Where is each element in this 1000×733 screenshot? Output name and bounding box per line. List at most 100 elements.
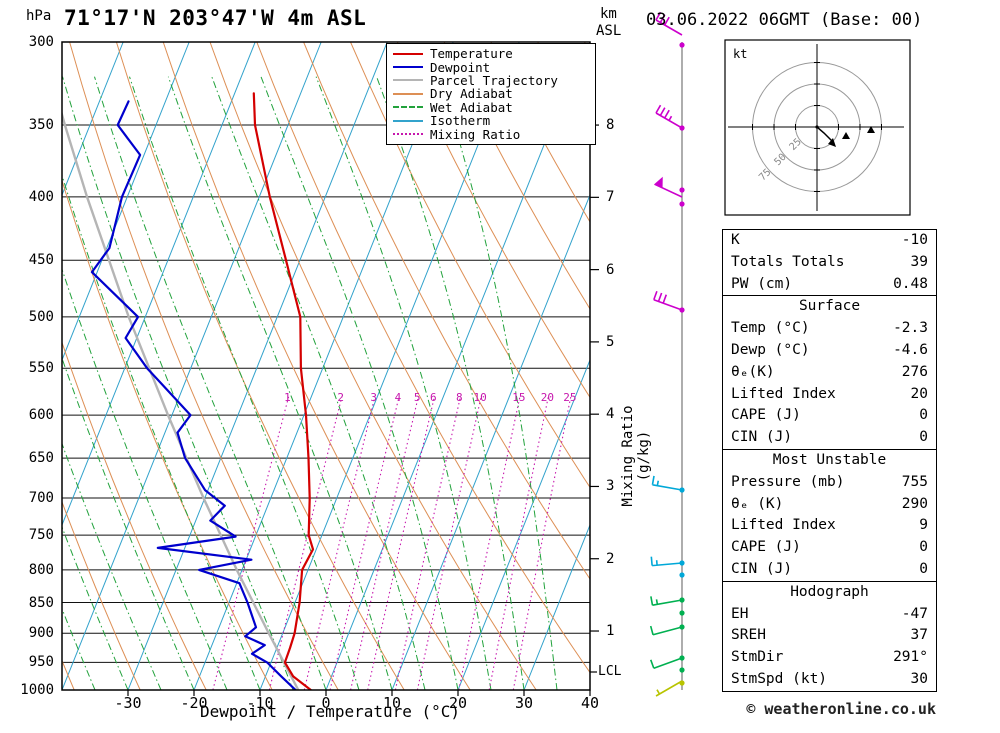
table-row: CIN (J) 0 (723, 559, 936, 581)
temp-tick-label: 20 (448, 694, 468, 712)
wind-barb (650, 556, 683, 567)
mixing-ratio-tick-label: 4 (395, 391, 402, 404)
table-row-label: CAPE (J) (731, 407, 801, 424)
sounding-curves (62, 92, 315, 690)
table-row-value: -10 (901, 232, 928, 248)
level-dot (679, 42, 685, 48)
legend-item-label: Parcel Trajectory (430, 72, 558, 88)
table-row: Temp (°C) -2.3 (723, 318, 936, 340)
table-row: Lifted Index 9 (723, 515, 936, 537)
temp-tick-label: 30 (514, 694, 534, 712)
temperature-curve (252, 92, 315, 690)
table-row-value: 9 (919, 517, 928, 534)
table-row-label: θₑ(K) (731, 363, 775, 380)
table-row-label: θₑ (K) (731, 495, 784, 512)
mixing-ratio-axis-title: Mixing Ratio (g/kg) (620, 405, 652, 507)
page-title: 71°17'N 203°47'W 4m ASL (64, 6, 367, 30)
pressure-tick-label: 500 (28, 308, 54, 325)
table-section-title: Most Unstable (772, 451, 887, 468)
table-row-value: -2.3 (893, 320, 928, 337)
legend-item-label: Temperature (430, 46, 513, 62)
temperature-axis-title: Dewpoint / Temperature (°C) (199, 702, 461, 721)
level-dot (679, 201, 685, 207)
km-tick-label: 3 (606, 478, 615, 495)
temp-tick-label: -30 (114, 694, 142, 712)
legend-item-label: Mixing Ratio (430, 126, 521, 142)
pressure-tick-label: 850 (28, 594, 54, 611)
table-row-value: 30 (910, 670, 928, 687)
wind-barb (649, 625, 683, 636)
pressure-tick-label: 750 (28, 527, 54, 544)
km-tick-label: 2 (606, 550, 615, 567)
km-tick-label: 5 (606, 333, 615, 350)
legend-item-dewpoint: Dewpoint (393, 60, 595, 75)
lcl-label: LCL (598, 664, 622, 679)
wind-barb (655, 11, 683, 36)
pressure-tick-label: 900 (28, 625, 54, 642)
table-row-label: CIN (J) (731, 560, 793, 577)
table-row: CAPE (J) 0 (723, 537, 936, 559)
hodograph-arrowhead (828, 138, 836, 147)
table-row-label: EH (731, 605, 749, 622)
wind-barb-column (649, 11, 685, 697)
run-datetime: 03.06.2022 06GMT (Base: 00) (646, 10, 923, 30)
table-row-value: 0.48 (893, 275, 928, 292)
mixing-ratio-tick-label: 1 (284, 391, 291, 404)
table-row-value: 20 (910, 385, 928, 402)
pressure-tick-label: 400 (28, 188, 54, 205)
table-row: θₑ(K) 276 (723, 362, 936, 384)
wind-barb (651, 475, 683, 491)
legend-item-dry-adiabat: Dry Adiabat (393, 86, 595, 102)
legend-line-sample (393, 119, 423, 122)
table-row-value: 755 (901, 473, 928, 490)
table-section-title: Hodograph (790, 583, 869, 600)
table-row: Pressure (mb) 755 (723, 472, 936, 494)
table-section: K -10 Totals Totals 39 PW (cm) 0.48 (723, 230, 936, 295)
legend-item-temperature: Temperature (393, 46, 595, 62)
table-row: CIN (J) 0 (723, 427, 936, 449)
hodograph-unit-label: kt (733, 47, 747, 61)
table-row-label: K (731, 232, 740, 248)
table-row-label: Pressure (mb) (731, 473, 845, 490)
mixing-ratio-tick-label: 20 (541, 391, 554, 404)
pressure-tick-label: 300 (28, 34, 54, 50)
legend-item-label: Dry Adiabat (430, 86, 513, 102)
legend-item-mixing-ratio: Mixing Ratio (393, 126, 595, 142)
table-section: Surface Temp (°C) -2.3 Dewp (°C) -4.6 θₑ(K) 27… (723, 295, 936, 449)
table-section-title: Surface (798, 298, 861, 315)
wind-barb (653, 291, 683, 311)
temp-tick-label: -10 (246, 694, 274, 712)
wind-barb (655, 104, 683, 129)
temp-tick-label: 10 (382, 694, 402, 712)
legend-line-sample (393, 66, 423, 69)
table-row-value: -4.6 (893, 341, 928, 358)
legend-item-label: Wet Adiabat (430, 99, 513, 115)
table-row-label: Lifted Index (731, 385, 836, 402)
mixing-ratio-tick-label: 8 (456, 391, 463, 404)
table-row-label: StmDir (731, 649, 784, 666)
legend-item-label: Isotherm (430, 113, 491, 129)
dewpoint-curve (90, 100, 297, 690)
table-row: PW (cm) 0.48 (723, 274, 936, 296)
chart-legend: Temperature Dewpoint Parcel Trajectory Dry … (386, 43, 596, 145)
temp-tick-label: 40 (580, 694, 600, 712)
table-row: Dewp (°C) -4.6 (723, 340, 936, 362)
legend-line-sample (393, 106, 423, 109)
table-row: StmSpd (kt) 30 (723, 669, 936, 691)
table-row: SREH 37 (723, 625, 936, 647)
legend-line-sample (393, 52, 423, 55)
table-row: EH -47 (723, 604, 936, 626)
table-row-value: 0 (919, 539, 928, 556)
mixing-ratio-tick-label: 10 (473, 391, 486, 404)
table-row-label: Lifted Index (731, 517, 836, 534)
pressure-tick-label: 650 (28, 450, 54, 467)
km-tick-label: 4 (606, 406, 615, 423)
km-tick-label: 7 (606, 189, 615, 206)
pressure-tick-label: 950 (28, 654, 54, 671)
mixing-ratio-tick-label: 6 (430, 391, 437, 404)
table-row-label: Dewp (°C) (731, 341, 810, 358)
legend-line-sample (393, 92, 423, 95)
